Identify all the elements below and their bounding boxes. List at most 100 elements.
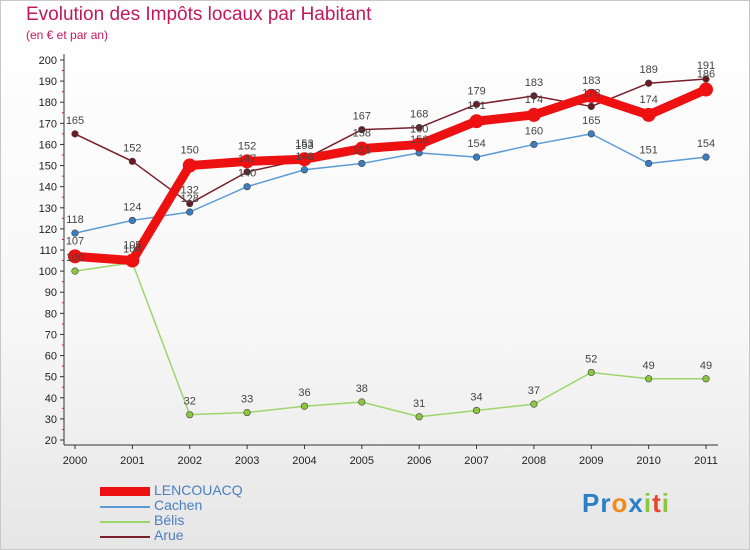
x-tick-label: 2008 xyxy=(522,455,546,467)
legend-label-lencouacq: LENCOUACQ xyxy=(154,482,243,498)
data-label-b-lis: 100 xyxy=(66,252,84,264)
logo-letter: t xyxy=(652,488,662,518)
data-label-b-lis: 52 xyxy=(585,353,597,365)
data-label-arue: 179 xyxy=(467,85,485,97)
data-label-cachen: 156 xyxy=(410,134,428,146)
chart-subtitle: (en € et par an) xyxy=(26,28,109,42)
series-lines xyxy=(68,75,713,421)
series-line-b-lis xyxy=(74,261,707,418)
y-tick-label: 90 xyxy=(45,287,57,299)
data-label-b-lis: 36 xyxy=(298,387,310,399)
legend-label-cachen: Cachen xyxy=(154,497,203,513)
logo-letter: r xyxy=(600,488,612,518)
data-point-arue xyxy=(702,75,710,83)
data-label-arue: 189 xyxy=(639,64,657,76)
data-label-arue: 153 xyxy=(295,140,313,152)
data-point-b-lis xyxy=(702,375,710,383)
data-point-b-lis xyxy=(300,402,309,410)
data-label-cachen: 151 xyxy=(353,144,371,156)
data-point-b-lis xyxy=(358,398,366,406)
data-label-lencouacq: 150 xyxy=(181,145,199,157)
x-tick-label: 2004 xyxy=(292,455,316,467)
x-tick-label: 2005 xyxy=(350,455,374,467)
data-point-lencouacq xyxy=(469,114,484,129)
data-point-lencouacq xyxy=(297,152,312,167)
data-point-b-lis xyxy=(587,368,595,377)
data-point-arue xyxy=(243,168,251,176)
legend-swatch-arue xyxy=(100,536,150,538)
data-point-cachen xyxy=(300,166,309,174)
logo-letter: i xyxy=(661,488,670,518)
y-tick-label: 40 xyxy=(45,393,57,405)
data-label-cachen: 154 xyxy=(697,138,715,150)
data-point-cachen xyxy=(243,183,251,191)
data-label-b-lis: 33 xyxy=(241,394,253,406)
data-label-arue: 147 xyxy=(238,153,256,165)
x-tick-label: 2011 xyxy=(694,455,718,467)
data-label-cachen: 128 xyxy=(181,193,199,205)
y-tick-label: 110 xyxy=(39,245,57,257)
x-tick-label: 2009 xyxy=(579,455,603,467)
data-label-cachen: 151 xyxy=(639,144,657,156)
x-tick-label: 2000 xyxy=(63,455,87,467)
legend-swatch-b-lis xyxy=(100,521,150,523)
data-label-cachen: 154 xyxy=(467,138,485,150)
legend-swatch-cachen xyxy=(100,506,150,508)
data-label-cachen: 118 xyxy=(66,214,84,226)
y-tick-label: 60 xyxy=(45,351,57,363)
logo-letter: o xyxy=(611,488,629,518)
y-tick-label: 150 xyxy=(39,161,57,173)
data-label-lencouacq: 105 xyxy=(123,240,141,252)
data-point-lencouacq xyxy=(182,158,197,173)
y-tick-label: 160 xyxy=(39,139,57,151)
x-tick-label: 2001 xyxy=(120,455,144,467)
y-tick-label: 130 xyxy=(39,203,57,215)
data-label-cachen: 124 xyxy=(123,201,141,213)
data-label-b-lis: 49 xyxy=(700,360,712,372)
data-label-cachen: 140 xyxy=(238,168,256,180)
data-label-lencouacq: 158 xyxy=(353,128,371,140)
logo-letter: i xyxy=(643,488,653,518)
data-label-cachen: 160 xyxy=(525,125,543,137)
x-tick-label: 2006 xyxy=(407,455,431,467)
data-point-cachen xyxy=(472,153,481,161)
data-point-lencouacq xyxy=(699,82,713,97)
data-label-lencouacq: 174 xyxy=(639,94,657,106)
y-tick-label: 190 xyxy=(39,76,57,88)
data-label-arue: 178 xyxy=(582,87,600,99)
data-point-arue xyxy=(645,79,653,87)
data-label-lencouacq: 153 xyxy=(295,138,313,150)
data-label-lencouacq: 171 xyxy=(467,100,485,112)
data-label-lencouacq: 183 xyxy=(582,75,600,87)
data-point-arue xyxy=(128,157,136,165)
proxiti-logo: Proxiti xyxy=(582,488,670,519)
data-point-arue xyxy=(415,123,423,132)
data-label-b-lis: 32 xyxy=(184,396,196,408)
y-tick-label: 180 xyxy=(39,97,57,109)
data-point-cachen xyxy=(358,159,366,168)
x-tick-label: 2003 xyxy=(235,455,259,467)
data-point-lencouacq xyxy=(584,88,599,103)
data-point-cachen xyxy=(128,216,136,225)
y-tick-label: 170 xyxy=(39,118,57,130)
data-label-lencouacq: 160 xyxy=(410,123,428,135)
data-point-cachen xyxy=(702,153,710,161)
data-label-arue: 168 xyxy=(410,109,428,121)
data-point-cachen xyxy=(71,229,79,237)
data-point-b-lis xyxy=(186,411,194,419)
legend-label-arue: Arue xyxy=(154,527,184,543)
data-label-arue: 183 xyxy=(525,77,543,89)
data-point-arue xyxy=(472,100,481,108)
data-point-b-lis xyxy=(472,406,481,415)
data-label-arue: 165 xyxy=(66,115,84,127)
data-label-arue: 191 xyxy=(697,60,715,72)
data-label-lencouacq: 107 xyxy=(66,235,84,247)
data-point-lencouacq xyxy=(240,154,255,169)
data-label-cachen: 165 xyxy=(582,115,600,127)
legend-swatch-lencouacq xyxy=(100,487,150,496)
legend-label-b-lis: Bélis xyxy=(154,512,185,528)
data-point-lencouacq xyxy=(125,253,140,268)
series-line-cachen xyxy=(74,133,707,234)
